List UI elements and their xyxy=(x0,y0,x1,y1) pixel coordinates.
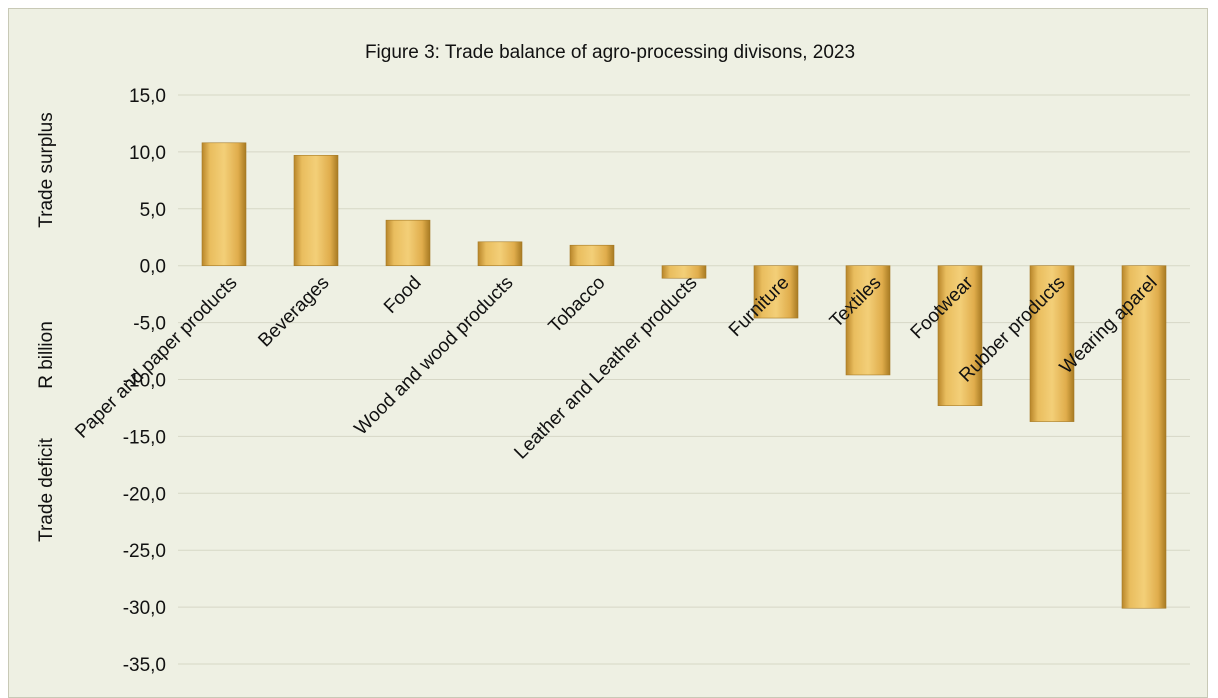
y-axis-title-deficit: Trade deficit xyxy=(36,437,57,542)
category-labels: Paper and paper products Beverages FoodWoo… xyxy=(71,272,1161,464)
y-axis-title-surplus: Trade surplus xyxy=(36,112,57,227)
bar xyxy=(477,241,523,267)
category-label: Paper and paper products xyxy=(71,272,241,442)
category-label: Beverages xyxy=(254,272,333,351)
bars xyxy=(201,142,1167,609)
y-tick-label: 15,0 xyxy=(129,86,166,107)
y-tick-label: -30,0 xyxy=(123,598,166,619)
chart-title: Figure 3: Trade balance of agro-processi… xyxy=(365,42,855,63)
bar xyxy=(661,265,707,279)
y-tick-label: 0,0 xyxy=(140,257,166,278)
y-axis-title-units: R billion xyxy=(36,321,57,389)
y-tick-label: -5,0 xyxy=(133,314,166,335)
bar xyxy=(569,244,615,267)
gridlines xyxy=(178,94,1190,665)
y-tick-label: -15,0 xyxy=(123,427,166,448)
y-tick-label: 10,0 xyxy=(129,143,166,164)
category-label: Tobacco xyxy=(545,272,610,337)
y-tick-label: -20,0 xyxy=(123,484,166,505)
bar xyxy=(845,265,891,376)
y-tick-label: -10,0 xyxy=(123,371,166,392)
bar xyxy=(1121,265,1167,609)
y-tick-label: -35,0 xyxy=(123,655,166,676)
bar xyxy=(385,219,431,266)
bar xyxy=(753,265,799,319)
y-tick-label: 5,0 xyxy=(140,200,166,221)
bar xyxy=(201,142,247,267)
bar xyxy=(937,265,983,406)
y-tick-label: -25,0 xyxy=(123,541,166,562)
category-label: Leather and Leather products xyxy=(510,272,701,463)
bar xyxy=(1029,265,1075,422)
category-label: Food xyxy=(380,272,425,317)
y-tick-labels: 15,0 10,0 5,0 0,0 -5,0 -10,0 -15,0 -20,0 -25,0 -3… xyxy=(123,86,166,676)
chart-frame xyxy=(8,8,1208,698)
category-label: Wood and wood products xyxy=(351,272,518,439)
bar xyxy=(293,155,339,266)
